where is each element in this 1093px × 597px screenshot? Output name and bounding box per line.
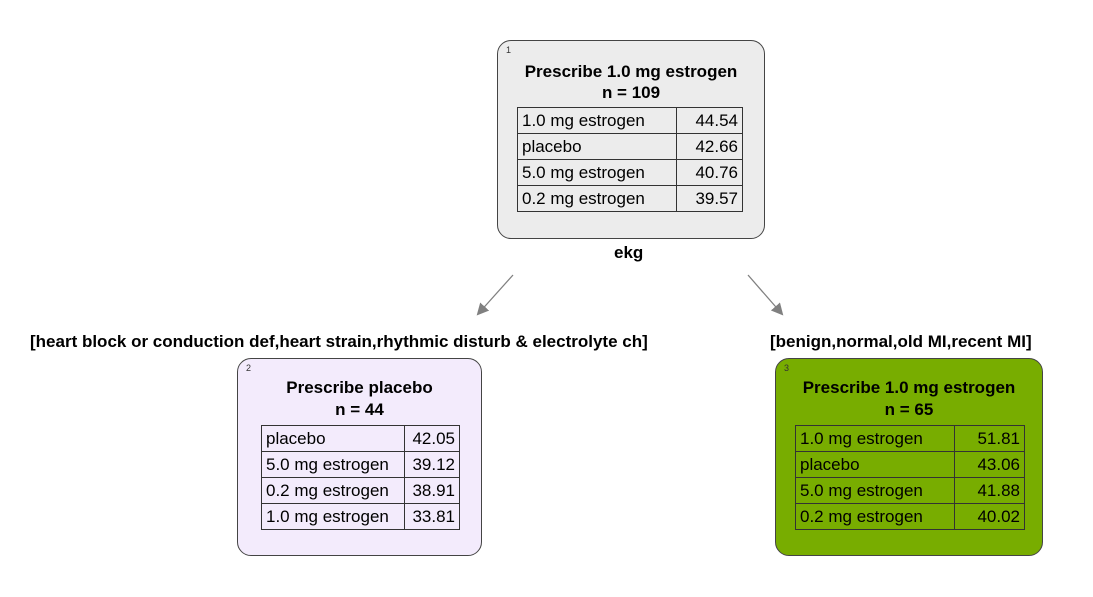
- treatment-value: 33.81: [404, 503, 460, 530]
- left-child-node: 2 Prescribe placebo n = 44 placebo 42.05 …: [237, 358, 482, 556]
- node-title: Prescribe 1.0 mg estrogen: [802, 378, 1016, 397]
- treatment-value: 40.02: [954, 503, 1025, 530]
- table-row: placebo 42.05: [261, 425, 460, 452]
- edge-root-to-right: [747, 274, 784, 316]
- right-branch-label: [benign,normal,old MI,recent MI]: [770, 332, 1032, 351]
- treatment-label: placebo: [261, 425, 405, 452]
- treatment-value: 42.05: [404, 425, 460, 452]
- treatment-value: 42.66: [676, 133, 743, 160]
- node-value-table: placebo 42.05 5.0 mg estrogen 39.12 0.2 mg…: [261, 425, 460, 530]
- treatment-value: 41.88: [954, 477, 1025, 504]
- treatment-label: 1.0 mg estrogen: [517, 107, 677, 134]
- treatment-value: 51.81: [954, 425, 1025, 452]
- node-title: Prescribe 1.0 mg estrogen: [524, 62, 738, 81]
- table-row: 0.2 mg estrogen 39.57: [517, 185, 743, 212]
- treatment-label: 0.2 mg estrogen: [517, 185, 677, 212]
- node-title: Prescribe placebo: [286, 378, 433, 397]
- table-row: 0.2 mg estrogen 38.91: [261, 477, 460, 504]
- treatment-value: 40.76: [676, 159, 743, 186]
- treatment-label: 5.0 mg estrogen: [517, 159, 677, 186]
- node-id: 1: [506, 45, 512, 55]
- treatment-value: 44.54: [676, 107, 743, 134]
- table-row: 0.2 mg estrogen 40.02: [795, 503, 1025, 530]
- split-variable-label: ekg: [614, 243, 644, 262]
- node-count: n = 109: [601, 83, 661, 102]
- treatment-label: 1.0 mg estrogen: [261, 503, 405, 530]
- table-row: 1.0 mg estrogen 33.81: [261, 503, 460, 530]
- edge-root-to-left: [476, 274, 514, 316]
- treatment-label: 5.0 mg estrogen: [795, 477, 955, 504]
- node-id: 2: [246, 363, 252, 373]
- table-row: placebo 43.06: [795, 451, 1025, 478]
- treatment-label: placebo: [517, 133, 677, 160]
- node-count: n = 44: [335, 400, 384, 419]
- node-id: 3: [784, 363, 790, 373]
- treatment-value: 39.12: [404, 451, 460, 478]
- treatment-value: 43.06: [954, 451, 1025, 478]
- treatment-label: 1.0 mg estrogen: [795, 425, 955, 452]
- table-row: placebo 42.66: [517, 133, 743, 160]
- node-value-table: 1.0 mg estrogen 51.81 placebo 43.06 5.0 mg…: [795, 425, 1025, 530]
- treatment-label: 0.2 mg estrogen: [795, 503, 955, 530]
- node-value-table: 1.0 mg estrogen 44.54 placebo 42.66 5.0 mg…: [517, 107, 743, 212]
- treatment-value: 39.57: [676, 185, 743, 212]
- table-row: 5.0 mg estrogen 39.12: [261, 451, 460, 478]
- treatment-value: 38.91: [404, 477, 460, 504]
- table-row: 5.0 mg estrogen 40.76: [517, 159, 743, 186]
- table-row: 1.0 mg estrogen 44.54: [517, 107, 743, 134]
- table-row: 5.0 mg estrogen 41.88: [795, 477, 1025, 504]
- treatment-label: placebo: [795, 451, 955, 478]
- root-node: 1 Prescribe 1.0 mg estrogen n = 109 1.0 …: [497, 40, 765, 239]
- node-count: n = 65: [884, 400, 934, 419]
- table-row: 1.0 mg estrogen 51.81: [795, 425, 1025, 452]
- left-branch-label: [heart block or conduction def,heart str…: [30, 332, 648, 351]
- right-child-node: 3 Prescribe 1.0 mg estrogen n = 65 1.0 m…: [775, 358, 1043, 556]
- treatment-label: 5.0 mg estrogen: [261, 451, 405, 478]
- treatment-label: 0.2 mg estrogen: [261, 477, 405, 504]
